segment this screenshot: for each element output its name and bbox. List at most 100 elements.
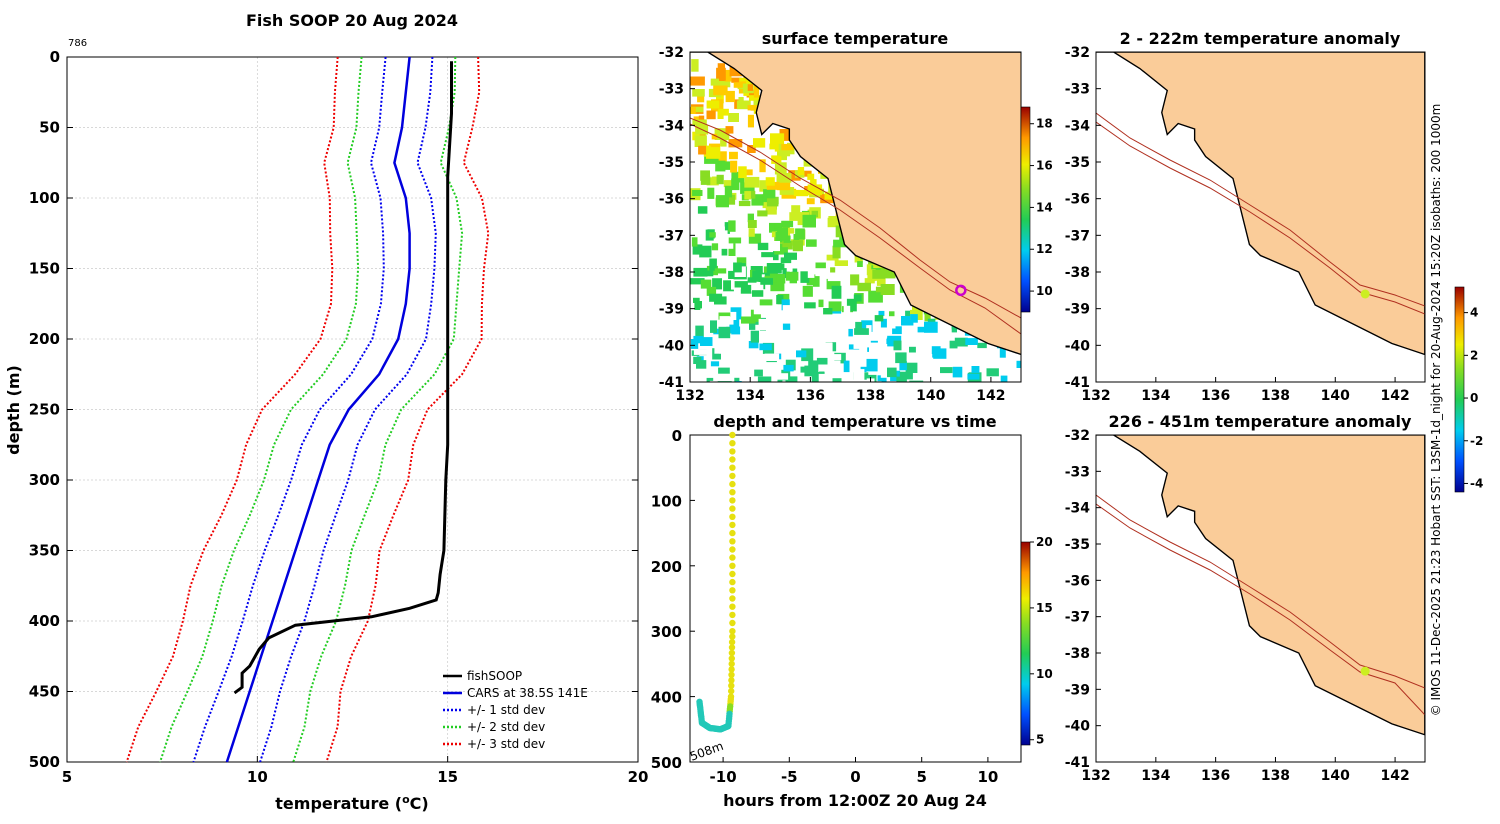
sst-cell [759, 159, 766, 173]
dt-colorbar [1020, 541, 1031, 746]
sst-cell [817, 343, 833, 352]
sst-cell [853, 369, 865, 382]
dt-track-point [728, 644, 736, 651]
tick-label-y: 350 [29, 542, 60, 560]
sst-cell [752, 290, 764, 297]
sst-cell [843, 360, 850, 373]
sst-title: surface temperature [762, 29, 949, 48]
sst-cell [750, 309, 761, 322]
tick-label-x: 10 [977, 768, 998, 786]
tick-label-y: -33 [659, 82, 684, 98]
sst-cell [725, 126, 734, 134]
sst-cell [785, 376, 798, 382]
sst-cell [800, 366, 813, 373]
dt-annotation: 508m [688, 739, 725, 764]
legend-label: CARS at 38.5S 141E [467, 686, 588, 700]
tick-label-y: -39 [1065, 302, 1090, 318]
sst-cell [746, 89, 756, 98]
sst-cell [827, 360, 841, 372]
sst-cell [905, 362, 918, 373]
tick-label-y: -39 [1065, 682, 1090, 698]
sst-cell [703, 145, 711, 157]
cb-tick-label: 18 [1036, 117, 1053, 131]
sst-cell [1000, 375, 1008, 382]
sst-cell [824, 191, 835, 200]
tick-label-y: 500 [651, 754, 682, 772]
sst-cell [692, 244, 703, 255]
tick-label-y: -33 [1065, 464, 1090, 480]
sst-cell [712, 348, 721, 360]
dt-track-point [729, 529, 736, 537]
sst-cell [733, 315, 740, 329]
dt-track [696, 431, 736, 733]
cb-tick-label: 10 [1036, 667, 1053, 681]
sst-cell [690, 106, 704, 113]
sst-cell [731, 77, 742, 83]
sst-cell [696, 360, 707, 369]
sst-cell [749, 95, 761, 101]
sst-cell [861, 357, 871, 365]
sst-cell [892, 326, 902, 335]
tick-label-x: -10 [710, 768, 737, 786]
sst-cell [804, 302, 816, 309]
sst-cell [728, 139, 743, 148]
sst-cell [783, 364, 794, 372]
sst-cell [709, 258, 717, 271]
sst-cell [765, 177, 775, 186]
figure-title: Fish SOOP 20 Aug 2024 [246, 11, 458, 30]
sst-cell [993, 372, 1004, 382]
cb-tick-label: 12 [1036, 242, 1053, 256]
sst-cell [731, 326, 741, 335]
sst-colorbar [1020, 106, 1031, 313]
sst-cell [751, 194, 764, 206]
sst-cell [714, 128, 730, 140]
sst-cell [810, 179, 817, 190]
tick-label-y: -40 [1065, 338, 1091, 354]
sst-cell [770, 133, 785, 145]
tick-label-y: -41 [659, 375, 684, 391]
tick-label-y: 450 [29, 683, 60, 701]
a1-isobath-1000 [1096, 121, 1425, 315]
sst-cell [793, 189, 809, 197]
sst-cell [700, 308, 712, 315]
cb-tick-label: -2 [1470, 434, 1483, 448]
a2-ticks: 132 134 136 138 140 142 -32 -33 -34 -35 -36 -37 -38 -… [1065, 428, 1410, 784]
tick-label-x: 5 [62, 768, 72, 786]
tick-label-y: -35 [1065, 155, 1090, 171]
sst-cell [866, 358, 878, 372]
sst-cell [717, 371, 730, 379]
dt-track-point [729, 480, 736, 488]
sst-cell [721, 248, 728, 256]
sst-cell [759, 180, 773, 192]
sst-cell [954, 337, 968, 347]
tick-label-y: 200 [29, 330, 60, 348]
tick-label-y: 250 [29, 401, 60, 419]
dt-track-point [728, 655, 735, 662]
sst-cell [747, 213, 754, 223]
dt-track-point [729, 570, 736, 578]
tick-label-y: -33 [1065, 82, 1090, 98]
sst-cell [832, 245, 841, 259]
sst-cell [690, 76, 705, 86]
sst-cell [828, 378, 842, 382]
tick-label-x: 132 [1081, 768, 1110, 784]
a2-anomaly-point [1360, 666, 1370, 676]
sst-cell [753, 138, 766, 148]
dt-track-point [728, 687, 735, 695]
sst-cell [700, 176, 711, 185]
sst-cell [813, 297, 819, 304]
sst-cell [754, 369, 763, 377]
sst-cell [753, 293, 762, 306]
sst-cell [818, 321, 832, 329]
sst-cell [717, 81, 731, 88]
sst-cell [867, 269, 876, 282]
sst-cell [880, 284, 895, 295]
sst-cell [794, 362, 806, 376]
sst-cell [744, 191, 751, 200]
sst-cell [802, 285, 813, 297]
dt-track-point [729, 448, 736, 455]
sst-cell [693, 349, 709, 355]
sst-cell [967, 373, 980, 380]
sst-cell [907, 343, 922, 350]
dt-track-point [729, 562, 736, 569]
